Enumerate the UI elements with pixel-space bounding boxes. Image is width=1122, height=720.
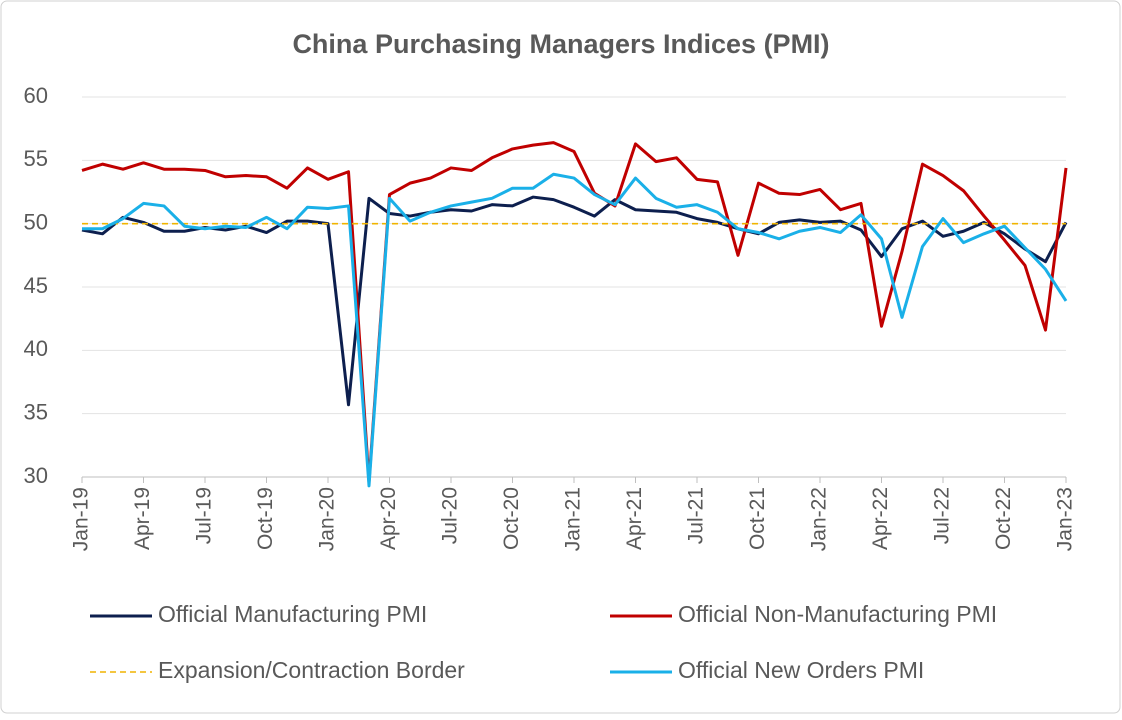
x-tick-label: Apr-20	[377, 487, 400, 550]
x-tick-label: Jul-19	[193, 487, 216, 544]
legend-label: Official Manufacturing PMI	[158, 601, 427, 627]
x-tick-label: Jul-20	[439, 487, 462, 544]
y-tick-label: 45	[24, 273, 48, 298]
chart-title: China Purchasing Managers Indices (PMI)	[292, 29, 829, 59]
x-tick-label: Oct-22	[992, 487, 1015, 550]
x-tick-label: Jan-21	[562, 487, 585, 551]
y-tick-label: 40	[24, 336, 48, 361]
legend-label: Official Non-Manufacturing PMI	[678, 601, 997, 627]
legend-label: Expansion/Contraction Border	[158, 657, 465, 683]
x-tick-label: Jan-19	[70, 487, 93, 551]
x-tick-label: Jul-22	[931, 487, 954, 544]
x-tick-label: Apr-19	[131, 487, 154, 550]
x-tick-label: Oct-19	[254, 487, 277, 550]
x-tick-label: Oct-20	[500, 487, 523, 550]
x-tick-label: Oct-21	[746, 487, 769, 550]
x-tick-label: Jan-23	[1054, 487, 1077, 551]
y-tick-label: 50	[24, 209, 48, 234]
x-tick-label: Jan-22	[808, 487, 831, 551]
x-tick-label: Apr-21	[623, 487, 646, 550]
x-tick-label: Apr-22	[869, 487, 892, 550]
legend-label: Official New Orders PMI	[678, 657, 924, 683]
y-tick-label: 30	[24, 463, 48, 488]
y-tick-label: 60	[24, 83, 48, 108]
y-tick-label: 35	[24, 399, 48, 424]
y-tick-label: 55	[24, 146, 48, 171]
series-line	[82, 172, 1068, 488]
x-tick-label: Jul-21	[685, 487, 708, 544]
series-line	[81, 141, 1068, 484]
x-tick-label: Jan-20	[316, 487, 339, 551]
